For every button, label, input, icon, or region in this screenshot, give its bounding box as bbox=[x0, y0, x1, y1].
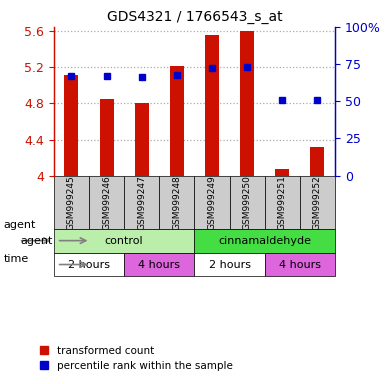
Text: GSM999245: GSM999245 bbox=[67, 175, 76, 230]
Text: control: control bbox=[105, 236, 144, 246]
Bar bbox=[240, 31, 254, 175]
Text: cinnamaldehyde: cinnamaldehyde bbox=[218, 236, 311, 246]
Bar bbox=[194, 253, 265, 276]
Text: GSM999248: GSM999248 bbox=[172, 175, 181, 230]
Text: 2 hours: 2 hours bbox=[209, 260, 251, 270]
Text: GSM999250: GSM999250 bbox=[243, 175, 252, 230]
Text: 2 hours: 2 hours bbox=[68, 260, 110, 270]
Legend: transformed count, percentile rank within the sample: transformed count, percentile rank withi… bbox=[36, 341, 237, 375]
Text: GSM999251: GSM999251 bbox=[278, 175, 287, 230]
Bar bbox=[124, 253, 194, 276]
Bar bbox=[194, 175, 229, 229]
Text: time: time bbox=[4, 254, 29, 264]
Bar bbox=[310, 147, 325, 175]
Bar bbox=[170, 66, 184, 175]
Bar bbox=[264, 175, 300, 229]
Bar bbox=[205, 35, 219, 175]
Text: agent: agent bbox=[21, 236, 53, 246]
Text: 4 hours: 4 hours bbox=[138, 260, 180, 270]
Bar bbox=[264, 253, 335, 276]
Bar bbox=[124, 175, 159, 229]
Bar bbox=[54, 175, 89, 229]
Bar bbox=[64, 74, 79, 175]
Bar bbox=[300, 175, 335, 229]
Bar bbox=[194, 229, 335, 253]
Bar bbox=[54, 229, 194, 253]
Bar bbox=[54, 253, 124, 276]
Text: 4 hours: 4 hours bbox=[279, 260, 321, 270]
Bar bbox=[135, 103, 149, 175]
Text: agent: agent bbox=[4, 220, 36, 230]
Bar bbox=[89, 175, 124, 229]
Text: GSM999249: GSM999249 bbox=[208, 175, 216, 230]
Bar bbox=[100, 99, 114, 175]
Text: GSM999246: GSM999246 bbox=[102, 175, 111, 230]
Title: GDS4321 / 1766543_s_at: GDS4321 / 1766543_s_at bbox=[107, 10, 282, 25]
Bar bbox=[275, 169, 289, 175]
Text: GSM999252: GSM999252 bbox=[313, 175, 322, 230]
Bar bbox=[159, 175, 194, 229]
Bar bbox=[229, 175, 265, 229]
Text: GSM999247: GSM999247 bbox=[137, 175, 146, 230]
